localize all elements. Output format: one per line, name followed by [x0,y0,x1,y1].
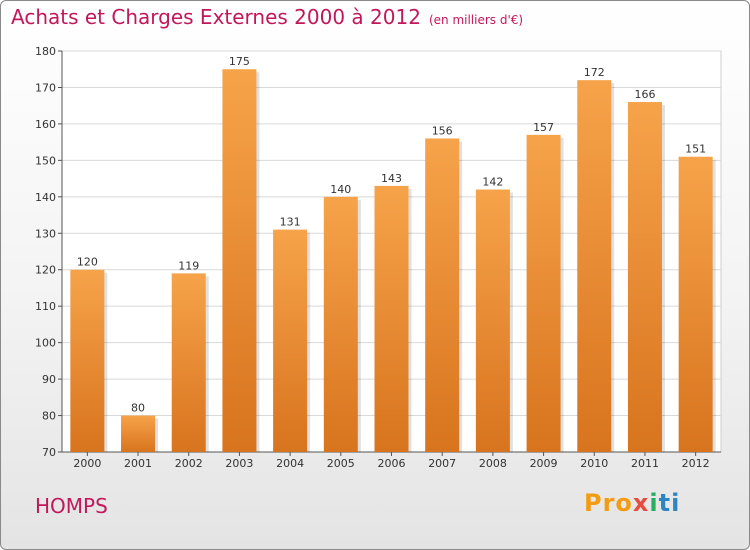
bar [121,415,156,452]
y-tick-label: 160 [35,118,56,131]
y-tick-label: 180 [35,45,56,58]
commune-name: HOMPS [35,494,108,518]
bar-value-label: 80 [131,402,145,415]
bar-value-label: 151 [685,143,706,156]
x-tick-label: 2005 [327,457,355,470]
bar [70,269,105,452]
bar [678,156,713,452]
y-tick-label: 170 [35,81,56,94]
x-tick-label: 2011 [631,457,659,470]
bar [475,189,510,452]
x-tick-label: 2004 [276,457,304,470]
x-tick-label: 2000 [73,457,101,470]
x-tick-label: 2008 [479,457,507,470]
x-tick-label: 2006 [378,457,406,470]
chart-title: Achats et Charges Externes 2000 à 2012 (e… [11,5,523,29]
y-tick-label: 80 [42,410,56,423]
bar [577,80,612,452]
bar-value-label: 172 [584,66,605,79]
bar [222,69,257,453]
bar-value-label: 157 [533,121,554,134]
bar [627,102,662,452]
bar-value-label: 131 [280,216,301,229]
x-tick-label: 2010 [580,457,608,470]
x-tick-label: 2012 [682,457,710,470]
chart-title-text: Achats et Charges Externes 2000 à 2012 [11,5,421,29]
bar [273,229,308,452]
proxiti-logo: Proxiti [584,489,681,517]
bar-value-label: 119 [178,259,199,272]
bar-value-label: 166 [634,88,655,101]
x-tick-label: 2002 [175,457,203,470]
bar-value-label: 120 [77,256,98,269]
bar-value-label: 140 [330,183,351,196]
x-tick-label: 2003 [225,457,253,470]
bar [425,138,460,452]
y-tick-label: 90 [42,373,56,386]
bar-value-label: 142 [482,176,503,189]
x-tick-label: 2009 [530,457,558,470]
bar-value-label: 156 [432,124,453,137]
x-tick-label: 2001 [124,457,152,470]
chart-subtitle: (en milliers d'€) [428,13,524,27]
bar [374,185,409,452]
bar [171,273,206,452]
bar-value-label: 143 [381,172,402,185]
y-tick-label: 120 [35,264,56,277]
bar-value-label: 175 [229,55,250,68]
bar [526,134,561,452]
y-tick-label: 70 [42,446,56,459]
bar [323,196,358,452]
y-tick-label: 150 [35,154,56,167]
x-tick-label: 2007 [428,457,456,470]
y-tick-label: 110 [35,300,56,313]
y-tick-label: 140 [35,191,56,204]
y-tick-label: 130 [35,227,56,240]
y-tick-label: 100 [35,337,56,350]
